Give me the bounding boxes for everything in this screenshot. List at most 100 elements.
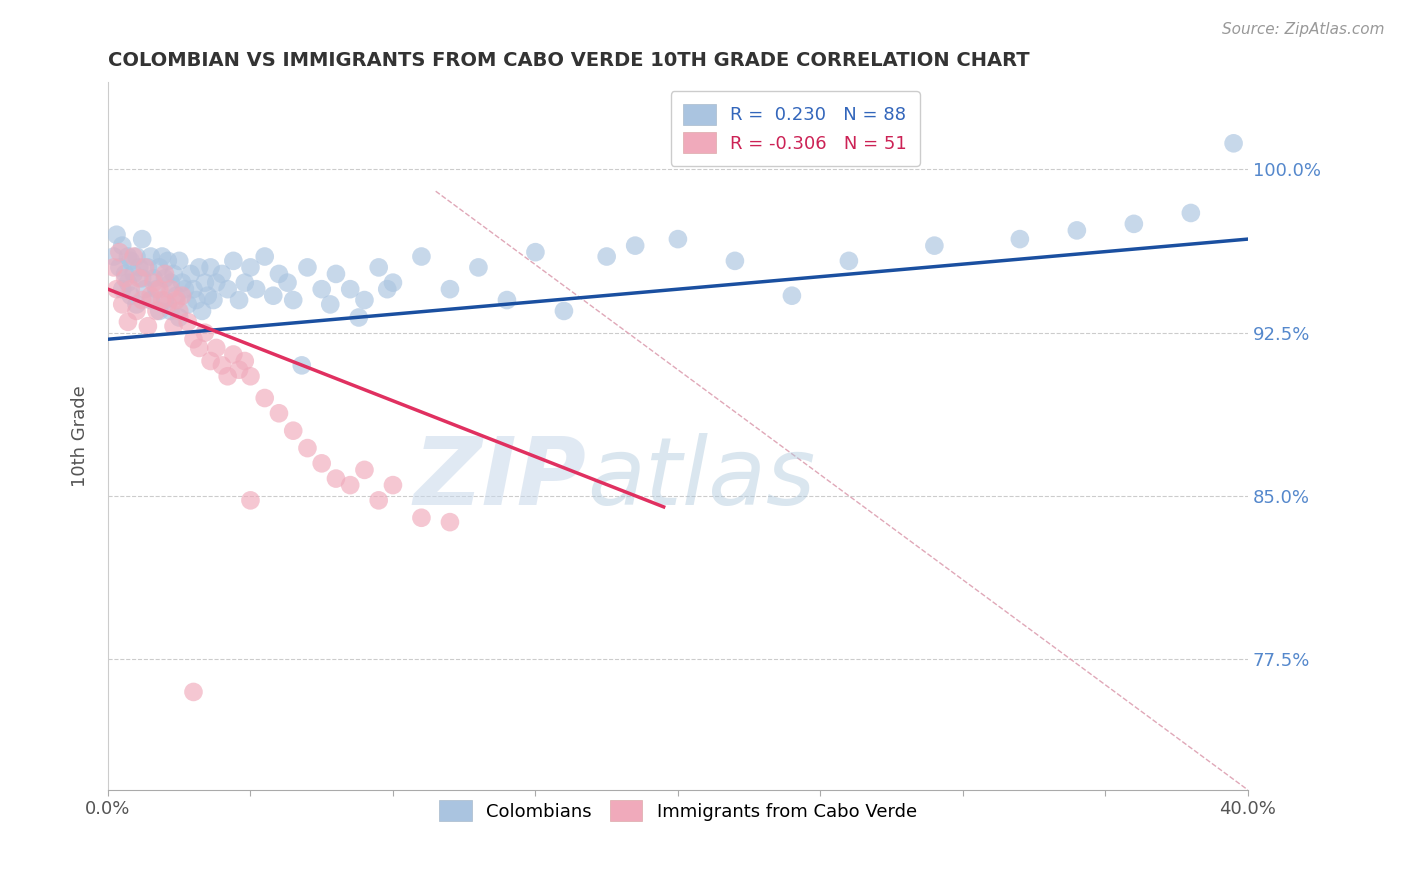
Y-axis label: 10th Grade: 10th Grade [72,385,89,487]
Point [924,238,946,252]
Point [1066,223,1088,237]
Point [194,326,217,340]
Point [253,391,276,405]
Point [353,463,375,477]
Point [228,293,250,307]
Point [283,293,305,307]
Point [159,304,181,318]
Point [276,276,298,290]
Legend: Colombians, Immigrants from Cabo Verde: Colombians, Immigrants from Cabo Verde [426,788,929,834]
Point [139,250,162,264]
Point [117,250,139,264]
Point [122,250,145,264]
Point [183,685,205,699]
Point [180,267,202,281]
Point [162,319,184,334]
Point [167,304,190,318]
Point [439,515,461,529]
Point [624,238,647,252]
Point [111,297,134,311]
Point [411,250,433,264]
Point [103,260,125,275]
Point [1008,232,1031,246]
Point [145,304,167,318]
Point [553,304,575,318]
Point [125,297,148,311]
Point [167,310,190,325]
Point [262,289,284,303]
Point [117,315,139,329]
Point [153,293,176,307]
Point [496,293,519,307]
Point [125,304,148,318]
Point [439,282,461,296]
Point [191,304,214,318]
Point [174,282,197,296]
Point [381,478,404,492]
Point [217,282,239,296]
Point [524,245,547,260]
Text: COLOMBIAN VS IMMIGRANTS FROM CABO VERDE 10TH GRADE CORRELATION CHART: COLOMBIAN VS IMMIGRANTS FROM CABO VERDE … [108,51,1029,70]
Text: ZIP: ZIP [413,433,586,524]
Point [375,282,398,296]
Point [134,260,156,275]
Point [666,232,689,246]
Point [245,282,267,296]
Point [780,289,803,303]
Point [114,271,136,285]
Point [125,250,148,264]
Point [108,260,131,275]
Point [239,369,262,384]
Point [145,282,167,296]
Point [136,260,159,275]
Point [325,267,347,281]
Point [311,456,333,470]
Point [205,341,228,355]
Point [467,260,489,275]
Point [311,282,333,296]
Point [148,304,170,318]
Point [724,253,747,268]
Point [139,289,162,303]
Point [188,341,211,355]
Point [267,406,290,420]
Point [156,253,179,268]
Point [1222,136,1244,151]
Point [167,253,190,268]
Point [381,276,404,290]
Point [177,315,200,329]
Point [347,310,370,325]
Point [222,347,245,361]
Point [200,354,222,368]
Point [131,232,153,246]
Point [108,245,131,260]
Point [128,271,150,285]
Point [239,493,262,508]
Point [148,260,170,275]
Point [153,267,176,281]
Point [159,282,181,296]
Point [283,424,305,438]
Point [339,282,361,296]
Point [105,227,128,242]
Point [211,267,233,281]
Point [150,293,173,307]
Point [150,250,173,264]
Point [142,276,165,290]
Point [188,260,211,275]
Point [128,260,150,275]
Point [186,293,208,307]
Point [297,441,319,455]
Point [111,238,134,252]
Point [172,276,194,290]
Point [134,282,156,296]
Point [838,253,860,268]
Point [411,510,433,524]
Point [177,297,200,311]
Point [142,271,165,285]
Point [233,354,256,368]
Point [325,472,347,486]
Point [205,276,228,290]
Point [367,493,389,508]
Point [228,362,250,376]
